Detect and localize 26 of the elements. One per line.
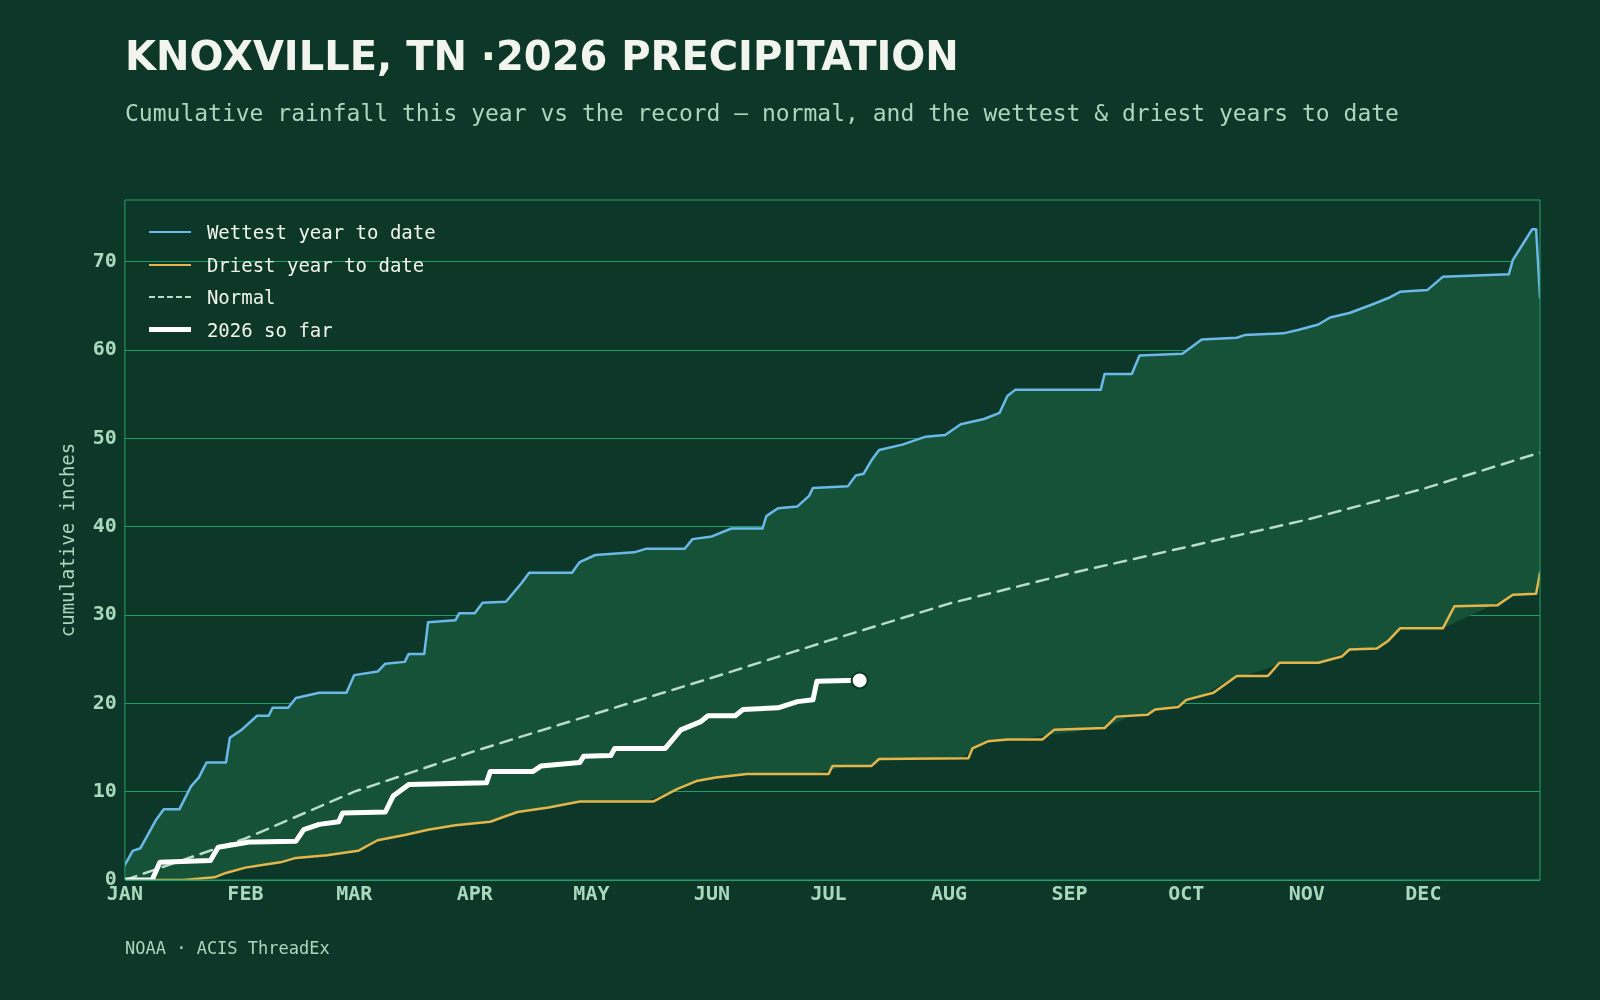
- legend-label: Normal: [206, 286, 276, 309]
- y-tick-label: 20: [92, 689, 117, 714]
- x-tick-label: APR: [456, 881, 494, 906]
- x-tick-label: DEC: [1405, 881, 1442, 906]
- y-tick-label: 30: [92, 601, 117, 626]
- x-tick-label: SEP: [1051, 881, 1088, 906]
- chart-subtitle: Cumulative rainfall this year vs the record — normal, and the wettest & driest years to date: [125, 100, 1399, 126]
- y-tick-label: 60: [92, 336, 117, 361]
- x-tick-label: MAY: [573, 881, 610, 906]
- y-tick-label: 40: [92, 512, 117, 537]
- x-tick-label: OCT: [1168, 881, 1205, 906]
- y-tick-label: 50: [92, 424, 117, 449]
- chart-title: KNOXVILLE, TN ·2026 PRECIPITATION: [125, 33, 959, 79]
- y-axis-title: cumulative inches: [56, 442, 79, 638]
- legend-label: 2026 so far: [206, 318, 333, 341]
- x-tick-label: JUL: [810, 881, 847, 906]
- legend-label: Wettest year to date: [206, 221, 436, 244]
- x-tick-label: MAR: [336, 881, 374, 906]
- y-tick-label: 10: [92, 777, 117, 802]
- x-tick-label: JUN: [693, 881, 730, 906]
- x-tick-label: AUG: [931, 881, 968, 906]
- y-tick-label: 70: [92, 248, 117, 273]
- x-tick-label: FEB: [227, 881, 264, 906]
- legend-label: Driest year to date: [206, 253, 425, 276]
- x-tick-label: NOV: [1288, 881, 1325, 906]
- text: NOAA · ACIS ThreadEx: [125, 938, 330, 958]
